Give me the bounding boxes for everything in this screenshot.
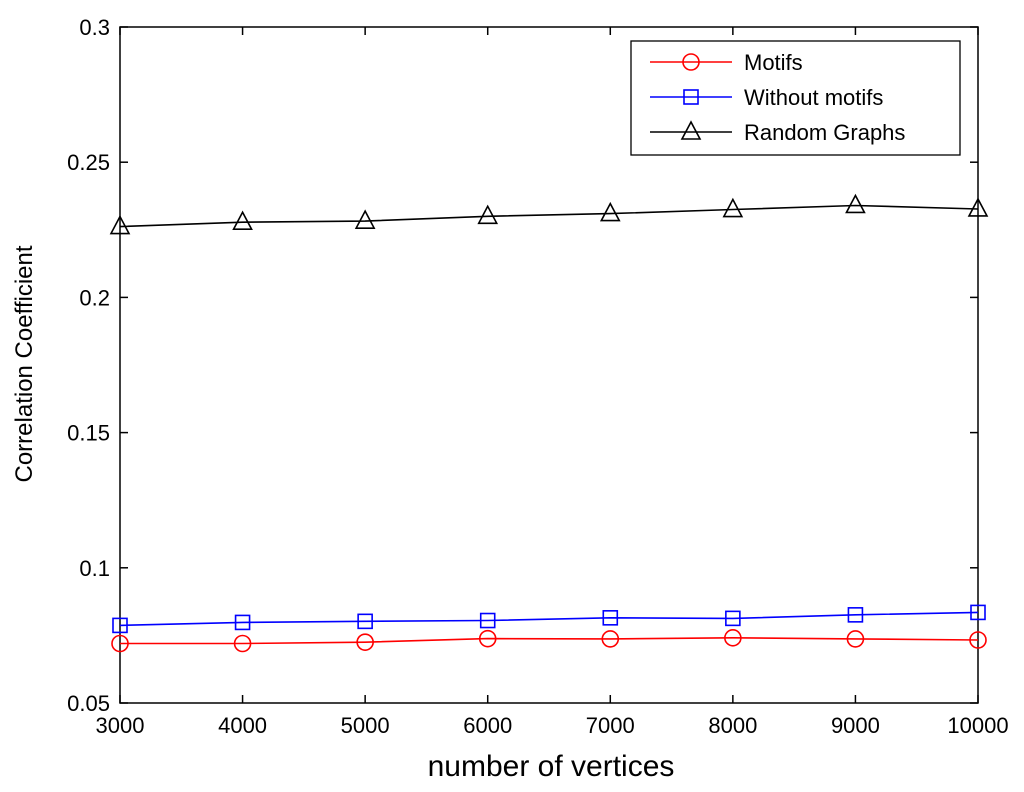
x-tick-label: 7000 [586,713,635,738]
legend-swatch-marker [682,53,700,71]
data-point [479,612,496,629]
y-tick-label: 0.3 [79,15,110,40]
x-tick-label: 8000 [708,713,757,738]
data-point [602,610,619,626]
data-point [847,607,864,623]
y-tick-label: 0.1 [79,556,110,581]
data-point [356,633,374,651]
data-point [234,614,251,631]
series-motifs [111,629,987,653]
x-axis-label: number of vertices [428,750,675,783]
series-layer [109,193,989,653]
axes-frame [119,26,979,704]
data-point [478,629,497,648]
plot-area-border [119,26,979,704]
y-tick-label: 0.2 [79,285,110,310]
data-point [970,604,986,621]
data-point [232,210,253,231]
legend: Motifs Without motifs Random Graphs [630,40,961,156]
data-point [969,631,987,649]
data-point [967,197,989,217]
x-tick-label: 10000 [947,713,1008,738]
y-tick-label: 0.05 [67,691,110,716]
legend-item: Without motifs [650,85,883,110]
x-tick-label: 9000 [831,713,880,738]
data-point [109,214,131,235]
x-tick-label: 6000 [463,713,512,738]
data-point [354,209,376,229]
data-point [357,613,373,630]
x-axis-ticks: 3000 4000 5000 6000 7000 8000 9000 10000 [96,27,1009,738]
series-line [120,636,979,645]
data-point [722,197,744,218]
data-point [599,201,621,222]
legend-item: Random Graphs [650,120,905,145]
legend-swatch-marker [680,120,702,140]
legend-box [630,40,961,156]
series-without-motifs [112,604,986,634]
data-point [601,630,620,648]
x-tick-label: 5000 [341,713,390,738]
data-point [845,193,866,214]
y-axis-ticks: 0.05 0.1 0.15 0.2 0.25 0.3 [67,15,978,716]
legend-swatch-marker [683,89,699,105]
data-point [112,617,128,634]
x-tick-label: 4000 [218,713,267,738]
legend-item: Motifs [650,50,803,75]
data-point [724,629,742,647]
legend-label: Motifs [744,50,803,75]
series-line [119,204,979,228]
y-tick-label: 0.25 [67,150,110,175]
data-point [725,610,741,627]
data-point [477,204,499,225]
data-point [233,634,252,653]
legend-label: Random Graphs [744,120,905,145]
y-axis-label: Correlation Coefficient [11,245,38,482]
data-point [111,634,129,653]
data-point [846,630,865,648]
legend-label: Without motifs [744,85,883,110]
series-random-graphs [109,193,989,235]
y-tick-label: 0.15 [67,421,110,446]
series-line [119,611,979,627]
x-tick-label: 3000 [96,713,145,738]
